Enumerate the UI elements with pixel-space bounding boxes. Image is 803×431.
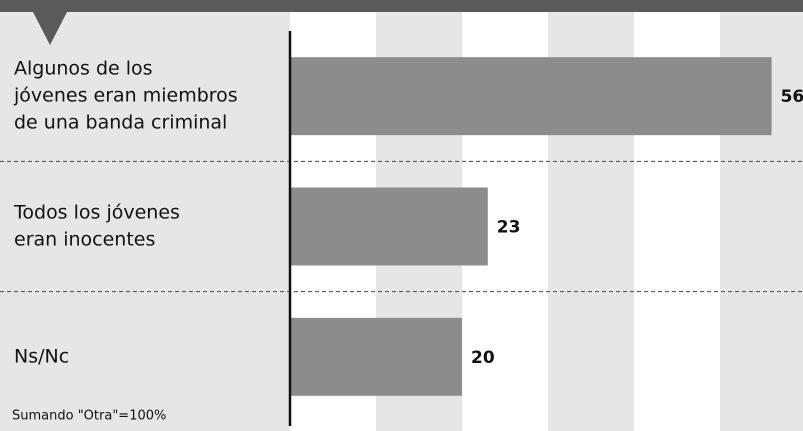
- bar: [290, 187, 488, 266]
- category-label: Algunos de los: [14, 58, 153, 80]
- value-label: 23: [497, 218, 521, 238]
- note: Sumando "Otra"=100%: [12, 409, 166, 424]
- category-label: Todos los jóvenes: [13, 202, 180, 224]
- header-band: [0, 0, 803, 12]
- bar: [290, 57, 772, 136]
- category-label: Ns/Nc: [14, 345, 69, 367]
- category-label: eran inocentes: [14, 229, 155, 251]
- bar: [290, 317, 462, 396]
- category-label: jóvenes eran miembros: [13, 85, 238, 107]
- category-label: de una banda criminal: [14, 112, 227, 134]
- value-label: 56: [781, 87, 803, 107]
- pointer: [33, 12, 67, 45]
- label-area: [0, 0, 290, 431]
- value-label: 20: [471, 348, 495, 368]
